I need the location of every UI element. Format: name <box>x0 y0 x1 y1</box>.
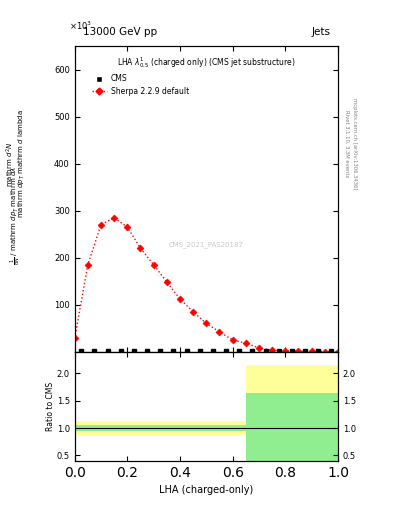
Text: mcplots.cern.ch [arXiv:1306.3436]: mcplots.cern.ch [arXiv:1306.3436] <box>352 98 357 189</box>
Text: $\times 10^3$: $\times 10^3$ <box>70 20 92 32</box>
X-axis label: LHA (charged-only): LHA (charged-only) <box>159 485 253 495</box>
Legend: CMS, Sherpa 2.2.9 default: CMS, Sherpa 2.2.9 default <box>92 74 189 96</box>
Y-axis label: Ratio to CMS: Ratio to CMS <box>46 381 55 431</box>
Text: mathrm $d^2 N$
mathrm $d p_T$ mathrm $d$ lambda: mathrm $d^2 N$ mathrm $d p_T$ mathrm $d$… <box>4 110 27 218</box>
Y-axis label: mathrm d N
mathrm d $p_T$ mathrm d lambda

1: mathrm d N mathrm d $p_T$ mathrm d lambd… <box>0 511 1 512</box>
Text: LHA $\lambda^{1}_{0.5}$ (charged only) (CMS jet substructure): LHA $\lambda^{1}_{0.5}$ (charged only) (… <box>117 55 296 70</box>
Text: Rivet 3.1.10, 3.3M events: Rivet 3.1.10, 3.3M events <box>344 110 349 177</box>
Text: $\frac{1}{\mathrm{d}N}$ / mathrm $dp_T$ mathrm $d\lambda$: $\frac{1}{\mathrm{d}N}$ / mathrm $dp_T$ … <box>9 165 23 265</box>
Text: Jets: Jets <box>311 27 330 37</box>
Text: CMS_2021_PAS20187: CMS_2021_PAS20187 <box>169 241 244 248</box>
Text: 13000 GeV pp: 13000 GeV pp <box>83 27 157 37</box>
